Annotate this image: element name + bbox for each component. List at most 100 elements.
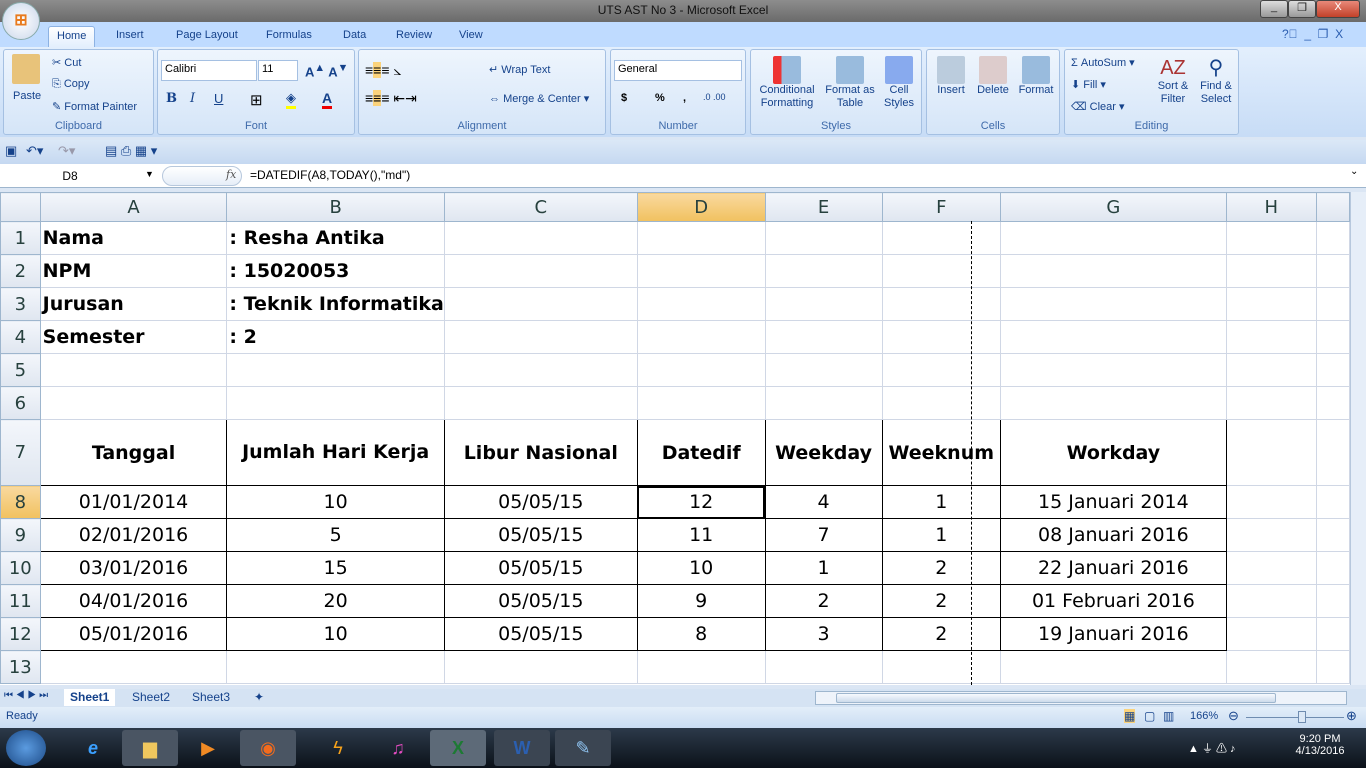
cell[interactable]: 01/01/2014 xyxy=(39,485,228,519)
cell[interactable]: Datedif xyxy=(636,419,766,486)
office-button[interactable]: ⊞ xyxy=(2,2,40,40)
sheet-tab-sheet1[interactable]: Sheet1 xyxy=(64,689,116,706)
wrap-text-button[interactable]: ↵ Wrap Text xyxy=(489,64,551,76)
cell[interactable] xyxy=(443,320,638,354)
row-header[interactable]: 6 xyxy=(0,386,41,420)
cell[interactable] xyxy=(881,254,1001,288)
sheet-nav-arrows[interactable]: ⏮ ◀ ▶ ⏭ xyxy=(4,690,49,701)
redo-icon[interactable]: ↷▾ xyxy=(58,143,76,158)
cell[interactable]: 15 xyxy=(226,551,445,585)
grow-font-button[interactable]: A▲ A▼ xyxy=(305,62,349,80)
cell[interactable] xyxy=(764,650,883,684)
cell[interactable] xyxy=(1315,650,1350,684)
column-header-f[interactable]: F xyxy=(881,192,1001,222)
cell[interactable] xyxy=(39,650,228,684)
row-header[interactable]: 11 xyxy=(0,584,41,618)
cell[interactable] xyxy=(764,386,883,420)
cell[interactable] xyxy=(999,386,1227,420)
cell[interactable] xyxy=(1225,617,1317,651)
cell[interactable] xyxy=(1315,617,1350,651)
cell[interactable]: 10 xyxy=(226,617,445,651)
cell[interactable] xyxy=(636,353,766,387)
cell[interactable]: 7 xyxy=(764,518,883,552)
zoom-level[interactable]: 166% xyxy=(1190,710,1219,722)
row-header[interactable]: 13 xyxy=(0,650,41,684)
zoom-slider[interactable] xyxy=(1246,711,1344,723)
cell[interactable] xyxy=(636,320,766,354)
italic-button[interactable]: I xyxy=(190,91,196,106)
row-header[interactable]: 12 xyxy=(0,617,41,651)
cell[interactable]: Weeknum xyxy=(881,419,1001,486)
cell[interactable] xyxy=(1315,320,1350,354)
tab-review[interactable]: Review xyxy=(396,29,433,41)
cell[interactable] xyxy=(443,287,638,321)
cell[interactable] xyxy=(764,353,883,387)
cell[interactable]: : Teknik Informatika xyxy=(226,287,445,321)
cell[interactable] xyxy=(1225,287,1317,321)
cell[interactable]: 19 Januari 2016 xyxy=(999,617,1227,651)
format-painter-button[interactable]: ✎ Format Painter xyxy=(52,101,138,113)
cell[interactable] xyxy=(636,254,766,288)
decimal-buttons[interactable]: .0 .00 xyxy=(703,92,726,102)
row-header[interactable]: 2 xyxy=(0,254,41,288)
cell[interactable] xyxy=(1225,584,1317,618)
formula-bar-splitter[interactable] xyxy=(162,166,242,186)
cell[interactable] xyxy=(443,254,638,288)
cell[interactable] xyxy=(443,386,638,420)
zoom-in-button[interactable]: ⊕ xyxy=(1346,708,1357,723)
select-all-button[interactable] xyxy=(0,192,41,222)
itunes-icon[interactable]: ♫ xyxy=(391,738,405,758)
vertical-align-icons[interactable]: ≡≡≡ ⦣ xyxy=(365,62,402,78)
cell[interactable] xyxy=(1315,221,1350,255)
cell[interactable] xyxy=(1315,386,1350,420)
cell[interactable]: Nama xyxy=(39,221,228,255)
cell[interactable]: 2 xyxy=(881,551,1001,585)
insert-function-button[interactable]: fx xyxy=(226,168,237,181)
cell[interactable]: 9 xyxy=(636,584,766,618)
fill-button[interactable]: ⬇ Fill ▾ xyxy=(1071,79,1106,91)
formula-input[interactable]: =DATEDIF(A8,TODAY(),"md") xyxy=(250,168,411,182)
copy-button[interactable]: ⎘ Copy xyxy=(52,78,90,90)
cell[interactable]: 4 xyxy=(764,485,883,519)
horizontal-scroll-thumb[interactable] xyxy=(836,693,1276,703)
page-break-view-button[interactable]: ▥ xyxy=(1163,709,1175,723)
cell[interactable]: 03/01/2016 xyxy=(39,551,228,585)
cell[interactable] xyxy=(1225,419,1317,486)
help-icon[interactable]: ?⃝ _ ❐ X xyxy=(1282,27,1344,41)
row-header[interactable]: 1 xyxy=(0,221,41,255)
cell[interactable]: 05/05/15 xyxy=(443,584,638,618)
excel-taskbar-icon[interactable]: X xyxy=(430,730,486,766)
cell[interactable] xyxy=(999,320,1227,354)
cell[interactable]: Jurusan xyxy=(39,287,228,321)
cell[interactable] xyxy=(1225,386,1317,420)
autosum-button[interactable]: Σ AutoSum ▾ xyxy=(1071,57,1135,69)
tab-data[interactable]: Data xyxy=(343,29,367,41)
cell[interactable] xyxy=(881,353,1001,387)
cell[interactable] xyxy=(1315,353,1350,387)
cell[interactable]: Libur Nasional xyxy=(443,419,638,486)
column-header-d[interactable]: D xyxy=(636,192,766,222)
row-header[interactable]: 4 xyxy=(0,320,41,354)
vertical-scrollbar[interactable] xyxy=(1350,192,1366,685)
merge-center-button[interactable]: ⇔ Merge & Center ▾ xyxy=(489,93,590,105)
clear-button[interactable]: ⌫ Clear ▾ xyxy=(1071,101,1125,113)
paste-button[interactable]: Paste xyxy=(13,90,42,102)
name-box[interactable]: D8 xyxy=(62,169,78,183)
font-name-select[interactable]: Calibri xyxy=(161,60,257,81)
row-header[interactable]: 9 xyxy=(0,518,41,552)
cell[interactable]: 05/05/15 xyxy=(443,518,638,552)
cell[interactable]: 1 xyxy=(881,485,1001,519)
cell[interactable]: : 15020053 xyxy=(226,254,445,288)
horizontal-scrollbar[interactable] xyxy=(815,691,1347,705)
cell[interactable] xyxy=(1225,650,1317,684)
expand-formula-bar-icon[interactable]: ⌄ xyxy=(1350,166,1359,177)
cell[interactable]: 22 Januari 2016 xyxy=(999,551,1227,585)
cell[interactable] xyxy=(764,287,883,321)
cell[interactable] xyxy=(636,221,766,255)
cell[interactable]: 2 xyxy=(881,617,1001,651)
horizontal-align-icons[interactable]: ≡≡≡ ⇤⇥ xyxy=(365,90,417,106)
cell[interactable] xyxy=(39,386,228,420)
cell[interactable] xyxy=(881,221,1001,255)
winamp-icon[interactable]: ϟ xyxy=(333,738,343,758)
font-color-icon[interactable]: A xyxy=(322,90,333,109)
